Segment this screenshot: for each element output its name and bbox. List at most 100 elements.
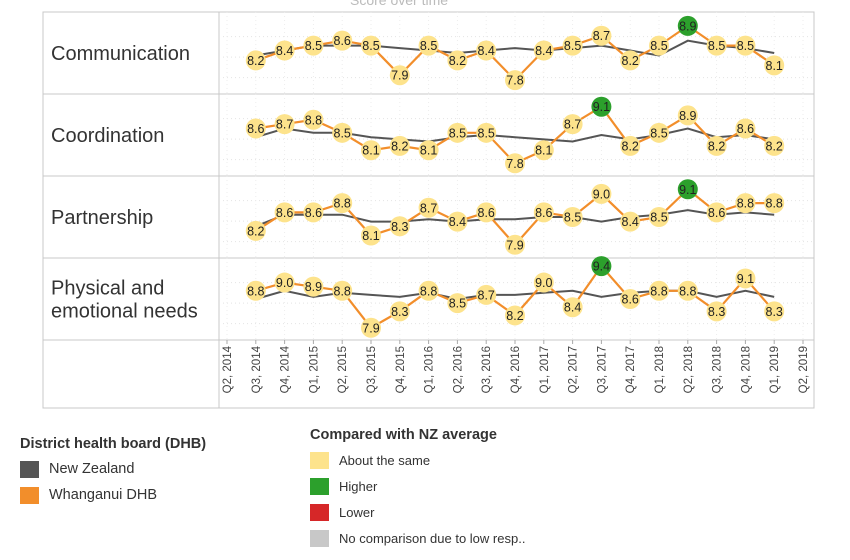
trend-chart: Q2, 2014 Q3, 2014 Q4, 2014 Q1, 2015 Q2, 2015… (42, 11, 815, 409)
data-point[interactable] (303, 202, 324, 223)
data-point[interactable] (274, 202, 295, 223)
data-point[interactable] (476, 40, 497, 61)
data-label: 9.0 (535, 276, 552, 290)
data-point[interactable] (505, 234, 525, 255)
data-point[interactable] (245, 118, 266, 139)
legend-item-higher[interactable]: Higher (310, 473, 525, 499)
row-label: Partnership (51, 207, 153, 229)
data-point[interactable] (591, 183, 612, 204)
data-point[interactable] (649, 35, 669, 56)
data-point[interactable] (332, 122, 353, 143)
data-point[interactable] (245, 220, 266, 241)
x-tick-label: Q3, 2014 (251, 345, 263, 393)
data-point[interactable] (620, 135, 641, 156)
data-point[interactable] (649, 207, 669, 227)
data-point[interactable] (418, 140, 439, 161)
data-label: 7.9 (506, 238, 523, 252)
data-point[interactable] (533, 272, 554, 293)
data-point[interactable] (735, 35, 756, 56)
data-point[interactable] (447, 293, 468, 314)
data-point[interactable] (389, 301, 410, 322)
data-point[interactable] (303, 35, 324, 56)
data-point[interactable] (389, 135, 410, 156)
data-point[interactable] (677, 179, 698, 200)
data-point[interactable] (505, 305, 525, 326)
legend-item-whanganui[interactable]: Whanganui DHB (20, 482, 206, 508)
data-point[interactable] (533, 202, 554, 223)
data-point[interactable] (620, 289, 641, 309)
data-point[interactable] (620, 211, 641, 232)
data-point[interactable] (591, 25, 612, 46)
data-point[interactable] (361, 317, 381, 338)
data-point[interactable] (447, 211, 468, 232)
data-point[interactable] (764, 193, 785, 214)
data-point[interactable] (562, 35, 583, 56)
data-point[interactable] (332, 280, 353, 301)
data-point[interactable] (389, 65, 410, 86)
data-point[interactable] (361, 35, 381, 56)
data-point[interactable] (505, 70, 525, 91)
data-point[interactable] (764, 301, 785, 322)
data-label: 8.2 (622, 54, 639, 68)
data-point[interactable] (706, 202, 727, 223)
data-label: 9.1 (679, 183, 696, 197)
data-point[interactable] (706, 135, 727, 156)
legend-dhb-title: District health board (DHB) (20, 436, 207, 452)
data-point[interactable] (274, 40, 295, 61)
data-point[interactable] (591, 256, 612, 277)
data-point[interactable] (274, 272, 295, 293)
data-point[interactable] (764, 55, 785, 76)
data-point[interactable] (677, 15, 698, 36)
data-point[interactable] (706, 35, 727, 56)
data-point[interactable] (476, 122, 497, 143)
data-point[interactable] (533, 140, 554, 161)
data-point[interactable] (332, 193, 353, 214)
data-point[interactable] (245, 50, 266, 71)
legend-item-no-comparison[interactable]: No comparison due to low resp.. (310, 525, 525, 551)
legend-item-same[interactable]: About the same (310, 447, 525, 473)
data-label: 8.3 (391, 220, 408, 234)
data-point[interactable] (649, 280, 669, 301)
data-point[interactable] (418, 197, 439, 218)
data-point[interactable] (649, 122, 669, 143)
x-tick-label: Q4, 2015 (395, 346, 407, 393)
data-point[interactable] (706, 301, 727, 322)
data-point[interactable] (476, 202, 497, 223)
data-point[interactable] (505, 153, 525, 174)
data-point[interactable] (735, 118, 756, 139)
data-point[interactable] (476, 284, 497, 305)
data-point[interactable] (418, 35, 439, 56)
data-point[interactable] (361, 140, 381, 161)
data-point[interactable] (245, 280, 266, 301)
data-label: 8.5 (564, 211, 581, 225)
data-label: 8.4 (535, 44, 552, 58)
data-label: 8.5 (334, 126, 351, 140)
data-point[interactable] (533, 40, 554, 61)
data-label: 8.4 (622, 215, 639, 229)
data-point[interactable] (447, 50, 468, 71)
data-point[interactable] (274, 114, 295, 135)
data-point[interactable] (735, 193, 756, 214)
legend-item-lower[interactable]: Lower (310, 499, 525, 525)
data-point[interactable] (677, 105, 698, 126)
data-point[interactable] (332, 30, 353, 51)
data-point[interactable] (447, 122, 468, 143)
data-point[interactable] (620, 50, 641, 71)
data-point[interactable] (562, 114, 583, 135)
data-point[interactable] (303, 276, 324, 297)
data-point[interactable] (418, 280, 439, 301)
data-point[interactable] (562, 297, 583, 318)
data-label: 8.7 (593, 29, 610, 43)
data-point[interactable] (677, 280, 698, 301)
data-point[interactable] (562, 207, 583, 227)
x-tick-label: Q3, 2017 (596, 346, 608, 393)
data-point[interactable] (389, 216, 410, 237)
legend-item-new-zealand[interactable]: New Zealand (20, 456, 206, 482)
x-tick-label: Q3, 2015 (366, 346, 378, 393)
data-point[interactable] (735, 268, 756, 289)
data-point[interactable] (361, 225, 381, 246)
data-point[interactable] (591, 96, 612, 117)
data-point[interactable] (764, 135, 785, 156)
data-point[interactable] (303, 109, 324, 130)
data-label: 8.5 (708, 39, 725, 53)
